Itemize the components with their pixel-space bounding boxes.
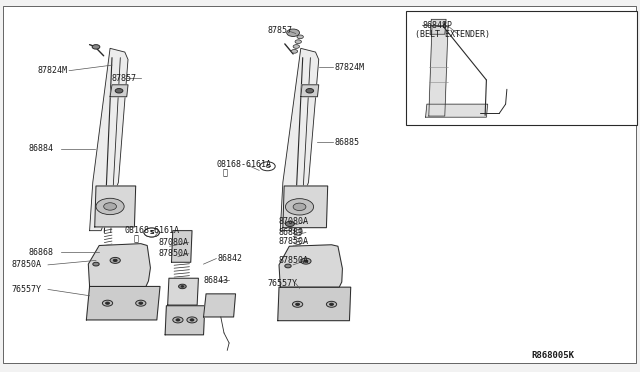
Text: 76557Y: 76557Y [12,285,42,294]
Circle shape [292,301,303,307]
Text: S: S [265,164,270,169]
Polygon shape [278,287,351,321]
Text: 87857: 87857 [268,26,292,35]
Text: 87080A: 87080A [278,217,308,226]
Circle shape [144,228,159,237]
Circle shape [291,49,298,53]
Circle shape [296,303,300,305]
Text: 86884: 86884 [29,144,54,153]
Circle shape [136,300,146,306]
Polygon shape [86,286,160,320]
Circle shape [144,228,159,237]
Text: 86842: 86842 [218,254,243,263]
Circle shape [173,317,183,323]
Circle shape [113,259,117,262]
Text: 87850A: 87850A [12,260,42,269]
Text: 86868: 86868 [29,248,54,257]
Text: 76557Y: 76557Y [268,279,298,288]
Text: 87080A: 87080A [159,238,189,247]
Polygon shape [165,306,205,335]
Circle shape [293,45,300,48]
Circle shape [179,284,186,289]
Polygon shape [280,48,319,231]
Text: 87850A: 87850A [278,256,308,265]
Text: 87850A: 87850A [278,237,308,246]
Polygon shape [204,294,236,317]
Polygon shape [95,186,136,227]
Circle shape [301,258,311,264]
Circle shape [187,317,197,323]
Circle shape [330,303,333,305]
Circle shape [92,45,100,49]
Circle shape [93,262,99,266]
Circle shape [306,89,314,93]
Text: 86889: 86889 [278,228,303,237]
Text: 87850A: 87850A [159,249,189,258]
Polygon shape [429,26,448,116]
Polygon shape [172,231,192,262]
Text: ①: ① [223,169,228,177]
Circle shape [181,286,184,287]
Circle shape [287,29,300,36]
Polygon shape [301,85,319,97]
Circle shape [326,301,337,307]
Circle shape [102,300,113,306]
Text: (BELT EXTENDER): (BELT EXTENDER) [415,30,490,39]
Polygon shape [283,186,328,228]
Circle shape [96,198,124,215]
Circle shape [297,35,303,39]
Polygon shape [90,48,128,231]
Text: 87824M: 87824M [37,66,67,75]
Circle shape [293,203,306,211]
Text: S: S [149,230,154,235]
Polygon shape [279,245,342,287]
Circle shape [190,319,194,321]
Circle shape [106,302,109,304]
Text: 86848P: 86848P [422,21,452,30]
Polygon shape [426,104,488,117]
Circle shape [110,257,120,263]
Circle shape [304,260,308,262]
Text: 87824M: 87824M [334,63,364,72]
Circle shape [260,162,275,171]
Circle shape [139,302,143,304]
Text: 86885: 86885 [334,138,359,147]
Text: 08168-6161A: 08168-6161A [216,160,271,169]
Text: S: S [149,230,154,235]
Text: ①: ① [133,234,138,243]
Circle shape [104,203,116,210]
Text: 87857: 87857 [112,74,137,83]
Polygon shape [110,85,128,97]
Bar [406,11,637,125]
Text: 08168-6161A: 08168-6161A [125,226,180,235]
Circle shape [115,89,123,93]
Polygon shape [168,278,198,305]
Circle shape [295,40,301,44]
Text: 86843: 86843 [204,276,228,285]
Text: R868005K: R868005K [531,351,574,360]
Circle shape [285,199,314,215]
Circle shape [285,221,294,227]
Polygon shape [430,19,446,34]
Polygon shape [88,244,150,286]
Circle shape [285,264,291,268]
Circle shape [176,319,180,321]
